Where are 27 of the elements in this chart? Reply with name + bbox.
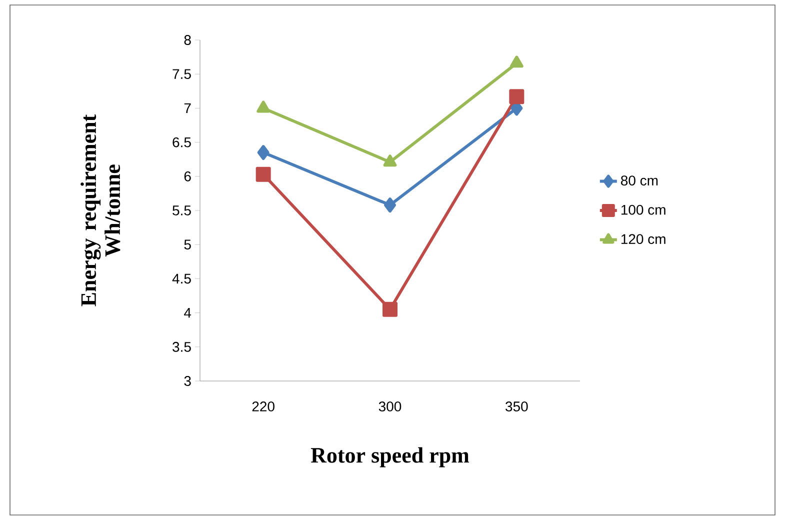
point xyxy=(384,198,396,213)
point xyxy=(256,100,270,113)
y-tick-label: 4.5 xyxy=(172,274,191,284)
y-tick-label: 7 xyxy=(184,103,191,114)
point xyxy=(257,145,270,160)
legend-label: 120 cm xyxy=(621,234,666,244)
x-tick-label: 350 xyxy=(506,402,528,412)
y-tick-label: 3 xyxy=(184,376,191,386)
y-tick-label: 6.5 xyxy=(172,137,191,148)
y-tick-label: 8 xyxy=(184,35,191,45)
point xyxy=(509,89,524,104)
y-tick-label: 7.5 xyxy=(172,69,191,79)
x-tick-label: 220 xyxy=(252,402,274,412)
y-tick-label: 3.5 xyxy=(172,342,191,352)
point xyxy=(382,302,398,317)
legend-label: 100 cm xyxy=(621,204,666,215)
x-tick-label: 300 xyxy=(378,402,402,412)
point xyxy=(510,56,524,68)
y-tick-label: 4 xyxy=(184,308,192,318)
x-axis-title: Rotor speed rpm xyxy=(310,447,470,468)
legend-label: 80 cm xyxy=(621,176,658,186)
point xyxy=(383,154,397,167)
y-axis-title: Energy requirement Wh/tonne xyxy=(80,114,120,306)
y-tick-label: 6 xyxy=(184,171,191,182)
y-tick-label: 5 xyxy=(184,240,191,250)
point xyxy=(256,166,271,182)
y-tick-label: 5.5 xyxy=(172,206,191,216)
